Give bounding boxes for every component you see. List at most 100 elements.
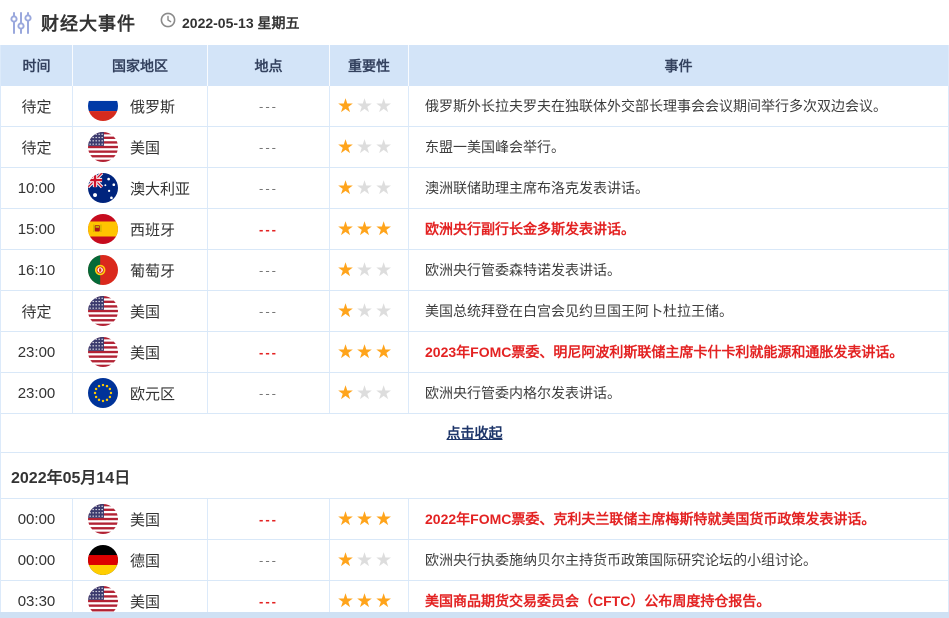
flag-eu-icon [88,378,118,408]
event-title: 美国商品期货交易委员会（CFTC）公布周度持仓报告。 [425,593,771,609]
star-empty-icon: ★ [356,259,374,281]
event-title: 2023年FOMC票委、明尼阿波利斯联储主席卡什卡利就能源和通胀发表讲话。 [425,344,904,360]
country-name: 欧元区 [130,385,176,403]
event-location: --- [208,209,330,249]
star-filled-icon: ★ [337,382,355,404]
importance-stars: ★ ★ ★ [330,373,409,413]
star-empty-icon: ★ [356,549,374,571]
header-location: 地点 [208,45,330,86]
importance-stars: ★ ★ ★ [330,209,409,249]
event-country: 美国 [73,127,208,167]
sliders-icon [10,11,32,35]
event-row: 00:00 德国 --- ★ ★ ★ 欧洲央行执委施纳贝尔主持货币政策国际研究论坛的… [1,540,948,581]
importance-stars: ★ ★ ★ [330,168,409,208]
star-filled-icon: ★ [375,218,393,240]
country-name: 美国 [130,344,161,362]
star-empty-icon: ★ [375,382,393,404]
header-time: 时间 [1,45,73,86]
event-location: --- [208,540,330,580]
event-title: 美国总统拜登在白宫会见约旦国王阿卜杜拉王储。 [425,303,733,319]
star-filled-icon: ★ [337,259,355,281]
star-empty-icon: ★ [375,136,393,158]
country-name: 俄罗斯 [130,98,176,116]
star-empty-icon: ★ [356,177,374,199]
event-row: 10:00 澳大利亚 --- ★ ★ ★ 澳洲联储助理主席布洛克发表讲话。 [1,168,948,209]
event-time: 00:00 [1,499,73,539]
star-filled-icon: ★ [337,508,355,530]
day2-rows: 00:00 美国 --- ★ ★ ★ 2022年FOMC票委、克利夫兰联储主席梅斯特… [1,499,948,618]
country-name: 美国 [130,139,161,157]
star-filled-icon: ★ [337,549,355,571]
flag-usa-icon [88,132,118,162]
event-title: 俄罗斯外长拉夫罗夫在独联体外交部长理事会会议期间举行多次双边会议。 [425,98,887,114]
flag-spain-icon [88,214,118,244]
event-title: 澳洲联储助理主席布洛克发表讲话。 [425,180,649,196]
star-filled-icon: ★ [337,95,355,117]
event-location: --- [208,581,330,618]
flag-usa-icon [88,504,118,534]
event-country: 澳大利亚 [73,168,208,208]
country-name: 葡萄牙 [130,262,176,280]
header-importance: 重要性 [330,45,409,86]
star-filled-icon: ★ [337,218,355,240]
importance-stars: ★ ★ ★ [330,291,409,331]
page-title: 财经大事件 [41,13,136,34]
event-title: 东盟一美国峰会举行。 [425,139,565,155]
country-name: 美国 [130,511,161,529]
star-empty-icon: ★ [375,549,393,571]
event-country: 俄罗斯 [73,86,208,126]
event-country: 美国 [73,332,208,372]
event-time: 16:10 [1,250,73,290]
event-time: 15:00 [1,209,73,249]
collapse-row: 点击收起 [1,414,948,453]
event-time: 待定 [1,86,73,126]
event-time: 00:00 [1,540,73,580]
event-row: 16:10 葡萄牙 --- ★ ★ ★ 欧洲央行管委森特诺发表讲话。 [1,250,948,291]
star-filled-icon: ★ [337,177,355,199]
importance-stars: ★ ★ ★ [330,86,409,126]
date-separator: 2022年05月14日 [1,453,948,499]
flag-russia-icon [88,91,118,121]
importance-stars: ★ ★ ★ [330,499,409,539]
footer-strip [0,612,949,618]
event-title: 2022年FOMC票委、克利夫兰联储主席梅斯特就美国货币政策发表讲话。 [425,511,876,527]
event-location: --- [208,499,330,539]
star-filled-icon: ★ [356,218,374,240]
star-filled-icon: ★ [337,136,355,158]
star-filled-icon: ★ [337,590,355,612]
event-time: 23:00 [1,373,73,413]
star-empty-icon: ★ [375,300,393,322]
collapse-link[interactable]: 点击收起 [446,425,503,441]
star-filled-icon: ★ [356,590,374,612]
clock-icon [160,12,176,33]
event-row: 23:00 欧元区 --- ★ ★ ★ 欧洲央行管委内格尔发表讲话。 [1,373,948,414]
star-filled-icon: ★ [356,508,374,530]
event-title: 欧洲央行管委内格尔发表讲话。 [425,385,621,401]
star-empty-icon: ★ [356,95,374,117]
event-row: 00:00 美国 --- ★ ★ ★ 2022年FOMC票委、克利夫兰联储主席梅斯特… [1,499,948,540]
event-location: --- [208,127,330,167]
table-header-row: 时间 国家地区 地点 重要性 事件 [1,45,948,86]
day1-rows: 待定 俄罗斯 --- ★ ★ ★ 俄罗斯外长拉夫罗夫在独联体外交部长理事会会议期间举… [1,86,948,414]
event-row: 23:00 美国 --- ★ ★ ★ 2023年FOMC票委、明尼阿波利斯联储主席卡… [1,332,948,373]
event-row: 待定 美国 --- ★ ★ ★ 美国总统拜登在白宫会见约旦国王阿卜杜拉王储。 [1,291,948,332]
importance-stars: ★ ★ ★ [330,581,409,618]
event-country: 德国 [73,540,208,580]
event-title: 欧洲央行管委森特诺发表讲话。 [425,262,621,278]
event-country: 美国 [73,499,208,539]
star-empty-icon: ★ [375,95,393,117]
header-event: 事件 [664,57,693,74]
event-row: 15:00 西班牙 --- ★ ★ ★ 欧洲央行副行长金多斯发表讲话。 [1,209,948,250]
event-row: 待定 俄罗斯 --- ★ ★ ★ 俄罗斯外长拉夫罗夫在独联体外交部长理事会会议期间举… [1,86,948,127]
event-time: 10:00 [1,168,73,208]
event-time: 待定 [1,127,73,167]
event-location: --- [208,168,330,208]
current-date-group: 2022-05-13 星期五 [160,12,300,33]
country-name: 美国 [130,593,161,611]
star-empty-icon: ★ [356,382,374,404]
importance-stars: ★ ★ ★ [330,540,409,580]
header-country: 国家地区 [73,45,208,86]
event-time: 待定 [1,291,73,331]
event-title: 欧洲央行副行长金多斯发表讲话。 [425,221,635,237]
